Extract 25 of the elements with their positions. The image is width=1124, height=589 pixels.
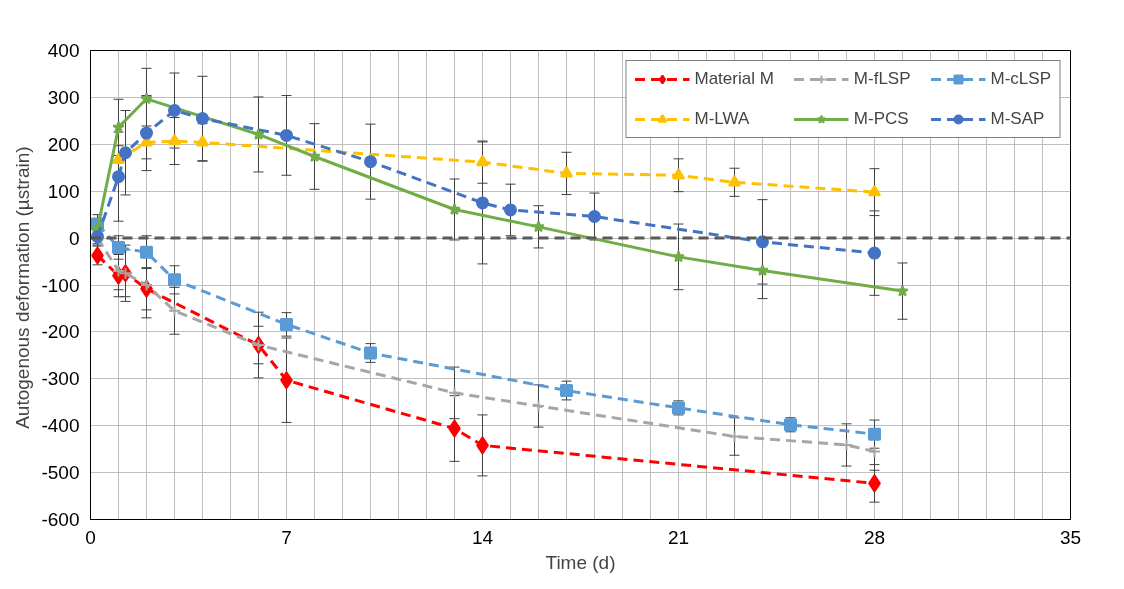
legend-label: M-fLSP (853, 69, 911, 89)
x-tick-label: 21 (667, 526, 690, 548)
x-axis-title: Time (d) (545, 551, 616, 573)
y-axis-title: Autogenous deformation (µstrain) (12, 146, 34, 429)
y-tick-label: -300 (41, 368, 80, 390)
legend-label: M-LWA (694, 109, 750, 129)
y-tick-label: 300 (47, 86, 80, 108)
x-tick-label: 35 (1059, 526, 1082, 548)
x-tick-label: 28 (863, 526, 886, 548)
y-tick-label: -100 (41, 274, 80, 296)
y-tick-label: 100 (47, 180, 80, 202)
legend-label: Material M (694, 69, 774, 89)
y-tick-label: 200 (47, 133, 80, 155)
x-tick-label: 14 (471, 526, 494, 548)
y-tick-label: -500 (41, 462, 80, 484)
x-tick-label: 7 (281, 526, 292, 548)
legend-label: M-PCS (853, 109, 909, 129)
y-tick-label: -400 (41, 415, 80, 437)
x-tick-label: 0 (85, 526, 96, 548)
y-tick-label: -600 (41, 509, 80, 530)
legend-label: M-cLSP (990, 69, 1051, 89)
y-tick-label: 400 (47, 40, 80, 61)
y-tick-label: 0 (68, 227, 80, 249)
legend-label: M-SAP (990, 109, 1045, 129)
y-tick-label: -200 (41, 321, 80, 343)
